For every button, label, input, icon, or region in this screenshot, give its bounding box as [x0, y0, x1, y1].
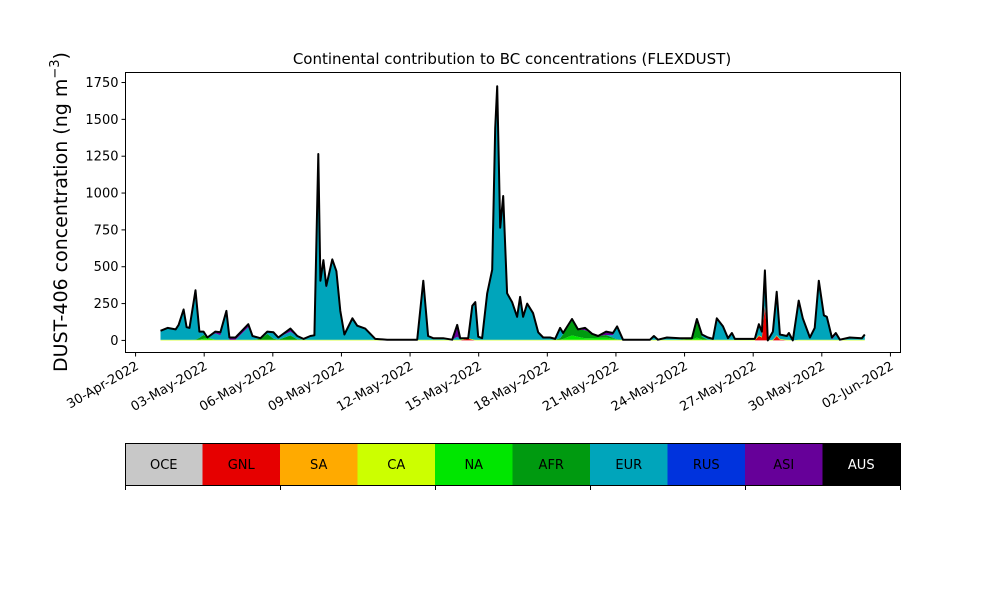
legend-item-sa: SA: [280, 443, 358, 485]
y-axis-label-text: DUST-406 concentration (ng m: [50, 79, 72, 372]
legend-swatch: [125, 443, 203, 485]
legend-label: GNL: [228, 458, 256, 473]
legend-label: AUS: [848, 458, 875, 473]
legend-swatch: [202, 443, 281, 485]
y-tick-label: 250: [94, 297, 119, 312]
y-axis-label-superscript: −3: [48, 59, 63, 78]
y-tick-label: 1250: [85, 150, 118, 165]
y-axis-label: DUST-406 concentration (ng m−3): [48, 52, 72, 372]
stacked-areas: [160, 85, 866, 342]
legend-item-ca: CA: [357, 443, 436, 485]
legend-swatch: [667, 443, 746, 485]
legend-item-rus: RUS: [667, 443, 746, 485]
legend-swatch: [280, 443, 358, 485]
legend-swatch: [745, 443, 823, 485]
legend-label: AFR: [539, 458, 564, 473]
chart-title: Continental contribution to BC concentra…: [293, 50, 731, 68]
legend-swatch: [822, 443, 901, 485]
legend-label: ASI: [773, 458, 794, 473]
legend-item-asi: ASI: [745, 443, 823, 485]
y-axis: 0 250 500 750 1000 1250 1500 1750: [85, 76, 126, 349]
legend-item-aus: AUS: [822, 443, 901, 485]
legend-label: OCE: [150, 458, 178, 473]
legend-item-afr: AFR: [512, 443, 591, 485]
colorbar-frame: [125, 443, 901, 486]
legend-label: EUR: [615, 458, 642, 473]
legend-swatch: [357, 443, 436, 485]
legend-item-na: NA: [435, 443, 513, 485]
y-tick-label: 500: [94, 260, 119, 275]
legend-swatch: [512, 443, 591, 485]
legend-label: SA: [310, 458, 327, 473]
legend-item-oce: OCE: [125, 443, 203, 485]
colorbar-legend: OCE GNL SA CA NA AFR EUR RUS ASI AUS: [125, 443, 901, 490]
plot-frame: [125, 72, 901, 353]
y-tick-label: 750: [94, 223, 119, 238]
legend-swatch: [435, 443, 513, 485]
y-tick-label: 1750: [85, 76, 118, 91]
y-axis-label-close: ): [50, 52, 72, 59]
legend-swatch: [590, 443, 668, 485]
legend-label: RUS: [693, 458, 720, 473]
y-tick-label: 0: [110, 334, 118, 349]
total-line: [160, 85, 866, 342]
legend-label: NA: [464, 458, 483, 473]
legend-label: CA: [387, 458, 405, 473]
y-tick-label: 1000: [85, 187, 118, 202]
y-tick-label: 1500: [85, 113, 118, 128]
legend-item-eur: EUR: [590, 443, 668, 485]
legend-item-gnl: GNL: [202, 443, 281, 485]
